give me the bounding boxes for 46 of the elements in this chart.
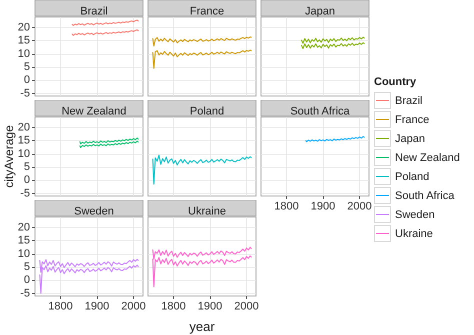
y-tick-label: 0 <box>24 274 30 286</box>
y-tick-label: -5 <box>20 187 30 200</box>
legend-label: Poland <box>395 170 430 182</box>
legend-label: Japan <box>395 132 425 144</box>
chart-title: South Africa <box>290 106 351 118</box>
x-axis-title: year <box>189 319 216 334</box>
x-tick-label: 1800 <box>274 200 299 212</box>
chart-title: Sweden <box>74 206 114 218</box>
y-tick-label: 0 <box>24 174 30 186</box>
y-tick-label: 20 <box>18 222 30 234</box>
x-tick-label: 2000 <box>347 200 372 212</box>
chart-title: Japan <box>305 6 335 18</box>
y-tick-label: -5 <box>20 287 30 300</box>
chart-title: France <box>190 6 224 18</box>
x-tick-label: 1900 <box>198 300 222 312</box>
y-tick-label: -5 <box>20 87 30 100</box>
x-tick-label: 1800 <box>48 300 73 312</box>
x-tick-label: 1800 <box>161 300 186 312</box>
legend-label: Ukraine <box>395 228 433 240</box>
legend-title: Country <box>374 76 418 88</box>
y-tick-label: 10 <box>18 48 30 60</box>
y-tick-label: 20 <box>18 122 30 134</box>
chart-title: Brazil <box>80 6 108 18</box>
x-tick-label: 1900 <box>84 300 110 312</box>
chart-title: New Zealand <box>62 106 126 118</box>
y-tick-label: 5 <box>24 161 30 174</box>
chart-title: Ukraine <box>188 206 226 218</box>
y-tick-label: 15 <box>18 234 30 247</box>
y-tick-label: 20 <box>18 22 30 34</box>
y-tick-label: 15 <box>18 34 30 47</box>
chart-title: Poland <box>190 106 224 118</box>
x-tick-label: 2000 <box>234 300 259 312</box>
y-tick-label: 5 <box>24 261 30 274</box>
y-tick-label: 15 <box>18 134 30 147</box>
y-axis-title: cityAverage <box>2 124 16 188</box>
y-tick-label: 0 <box>24 74 30 86</box>
y-tick-label: 10 <box>18 148 30 160</box>
legend-label: Sweden <box>395 208 435 220</box>
legend-label: New Zealand <box>395 152 460 164</box>
x-tick-label: 2000 <box>121 300 146 312</box>
legend-label: Brazil <box>395 94 423 106</box>
legend-label: South Africa <box>395 190 454 202</box>
x-tick-label: 1900 <box>310 200 336 212</box>
y-tick-label: 5 <box>24 61 30 74</box>
y-tick-label: 10 <box>18 248 30 260</box>
legend-label: France <box>395 114 430 126</box>
